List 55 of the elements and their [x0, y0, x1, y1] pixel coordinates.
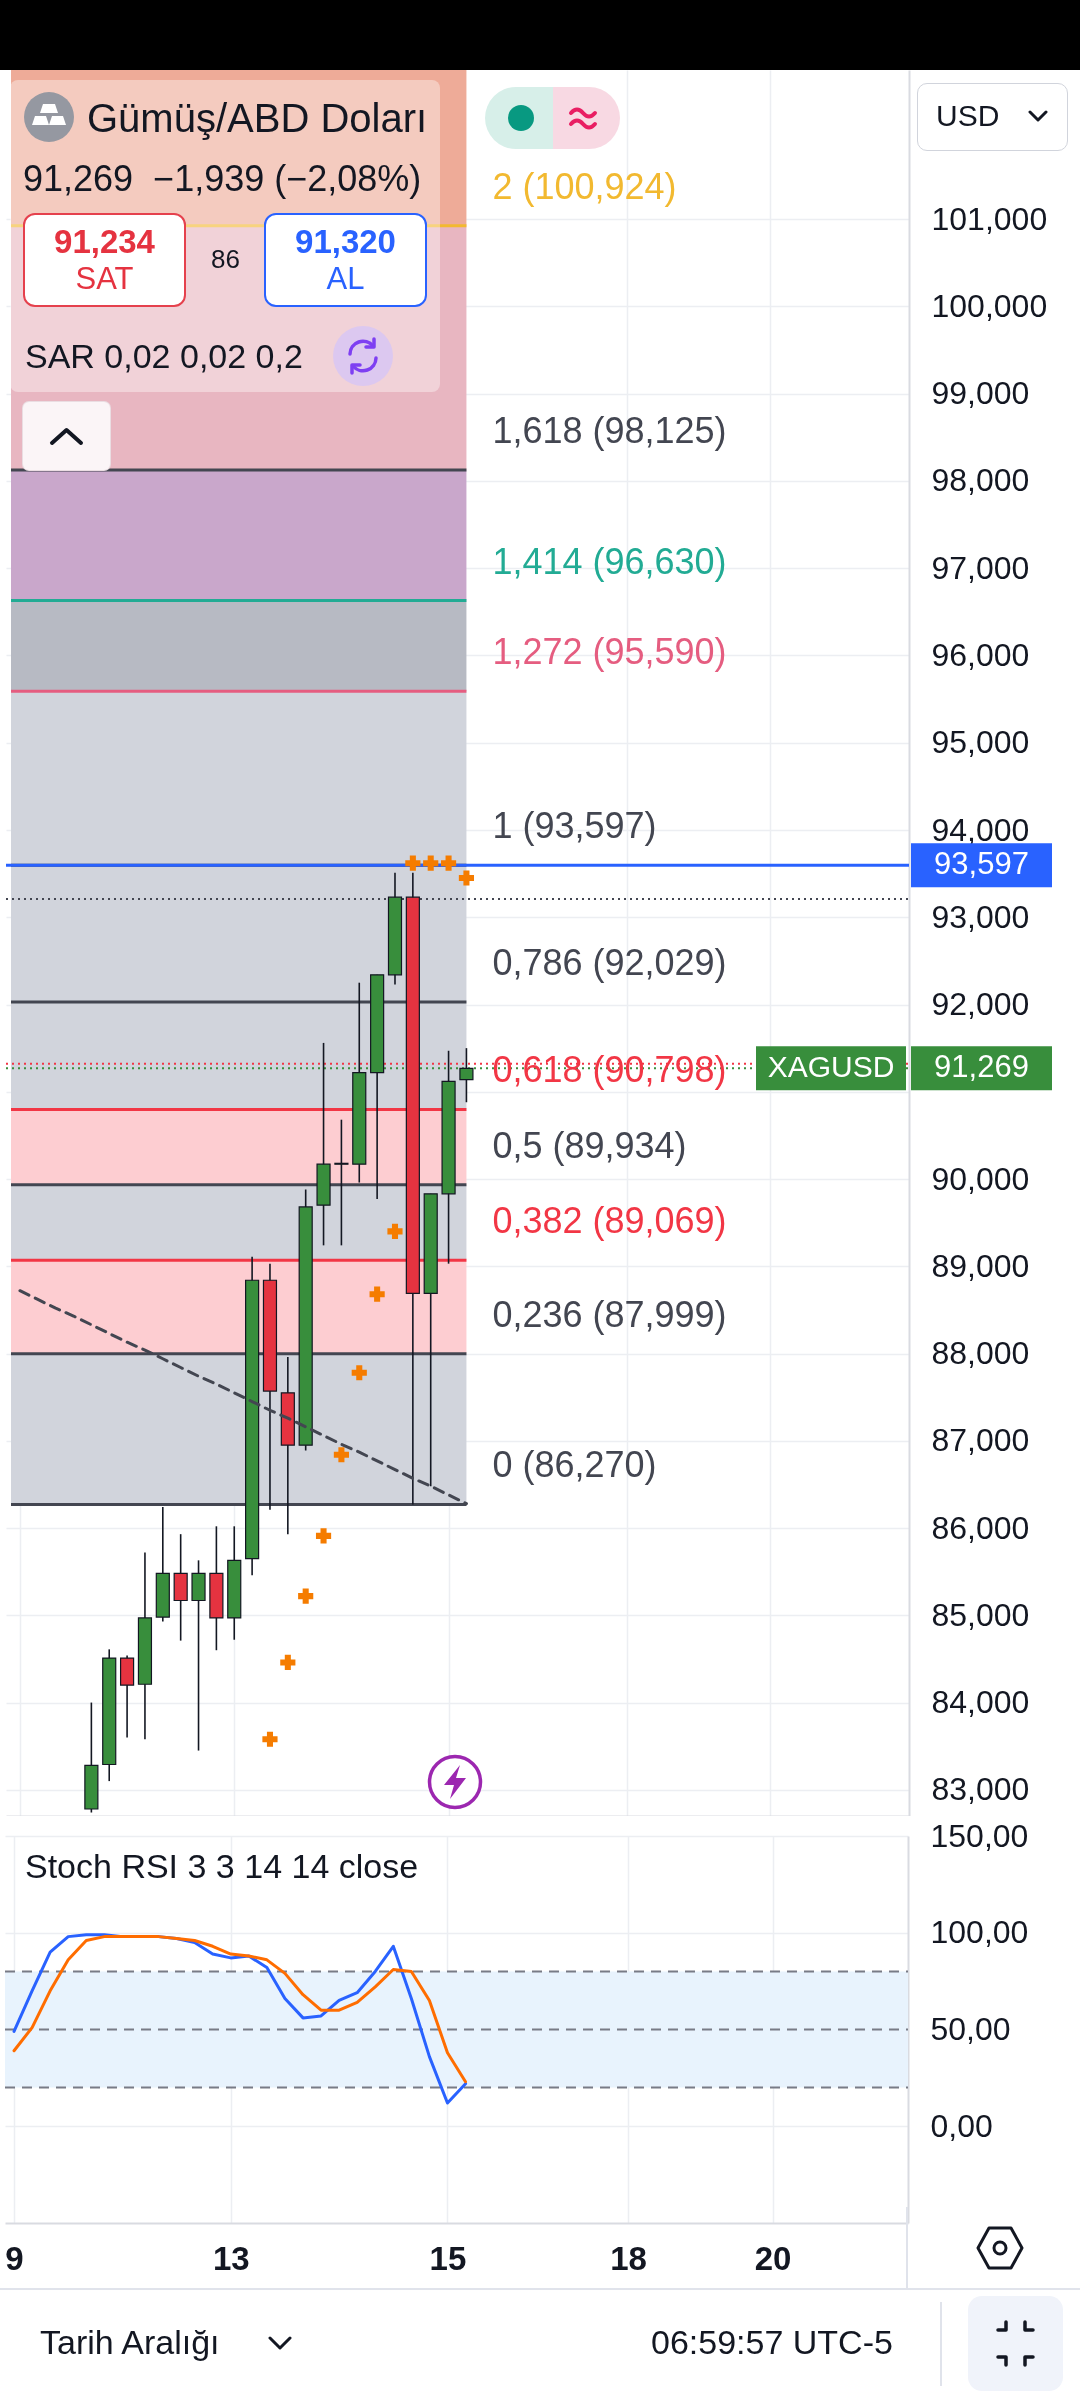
annotation: SAR 0,02 0,02 0,2 [25, 336, 303, 376]
x-tick-label: 15 [429, 2239, 467, 2277]
currency-dropdown: USD [917, 83, 1068, 151]
y-tick-label: 84,000 [931, 1684, 1030, 1721]
text: 06:59:57 UTC-5 [651, 2322, 893, 2362]
y-tick-label: 100,000 [931, 287, 1048, 324]
annotation: AL [326, 261, 365, 297]
text: Gümüş/ABD Doları [87, 95, 428, 141]
y-tick-label: 86,000 [931, 1509, 1030, 1546]
y-tick-label: 92,000 [931, 986, 1030, 1023]
annotation: XAGUSD [767, 1050, 895, 1084]
y-tick-label: 97,000 [931, 549, 1030, 586]
sell-button: 91,234 SAT [23, 213, 186, 307]
ref-line-label: 0,786 (92,029) [492, 941, 727, 983]
ref-line-label: 0,618 (90,798) [492, 1049, 727, 1091]
y-tick-label: 90,000 [931, 1160, 1030, 1197]
x-tick-label: 18 [610, 2239, 647, 2277]
y-tick-label: 95,000 [931, 724, 1030, 761]
y-tick-label: 50,00 [930, 2011, 1011, 2047]
y-tick-label: 83,000 [931, 1771, 1030, 1808]
ref-line-label: 1,272 (95,590) [492, 631, 727, 673]
y-tick-label: 99,000 [931, 375, 1030, 412]
x-tick-label: 13 [212, 2239, 250, 2277]
y-tick-label: 100,00 [930, 1914, 1029, 1951]
y-tick-label: 150,00 [930, 1817, 1029, 1854]
y-tick-label: 89,000 [931, 1247, 1030, 1284]
buy-button: 91,320 AL [264, 213, 427, 307]
y-tick-label: 98,000 [931, 462, 1030, 499]
ref-line-label: 0,236 (87,999) [492, 1293, 727, 1335]
text: 91,269 −1,939 (−2,08%) [23, 158, 422, 200]
text: Tarih Aralığı [40, 2322, 220, 2362]
y-tick-label: 85,000 [931, 1596, 1030, 1633]
annotation: SAT [75, 261, 134, 297]
ref-line-label: 93,597 [934, 846, 1029, 882]
annotation: 91,320 [295, 223, 396, 261]
x-tick-label: 20 [754, 2239, 792, 2277]
ref-line-label: 0,5 (89,934) [492, 1124, 687, 1166]
y-tick-label: 101,000 [931, 200, 1048, 237]
y-tick-label: 87,000 [931, 1422, 1030, 1459]
ref-line-label: 1 (93,597) [492, 805, 657, 847]
y-tick-label: 93,000 [931, 898, 1030, 935]
y-tick-label: 0,00 [930, 2107, 993, 2144]
y-tick-label: 94,000 [931, 811, 1030, 848]
annotation: 86 [211, 244, 240, 274]
ref-line-label: 0,382 (89,069) [492, 1200, 727, 1242]
x-tick-label: 9 [5, 2239, 24, 2277]
ref-line-label: 2 (100,924) [492, 165, 677, 207]
ref-line-label: 91,269 [934, 1049, 1029, 1085]
y-tick-label: 96,000 [931, 636, 1030, 673]
y-tick-label: 88,000 [931, 1335, 1030, 1372]
chart-title: Stoch RSI 3 3 14 14 close [25, 1846, 419, 1886]
annotation: 91,234 [54, 223, 155, 261]
ref-line-label: 1,618 (98,125) [492, 410, 727, 452]
ref-line-label: 0 (86,270) [492, 1444, 657, 1486]
ref-line-label: 1,414 (96,630) [492, 540, 727, 582]
